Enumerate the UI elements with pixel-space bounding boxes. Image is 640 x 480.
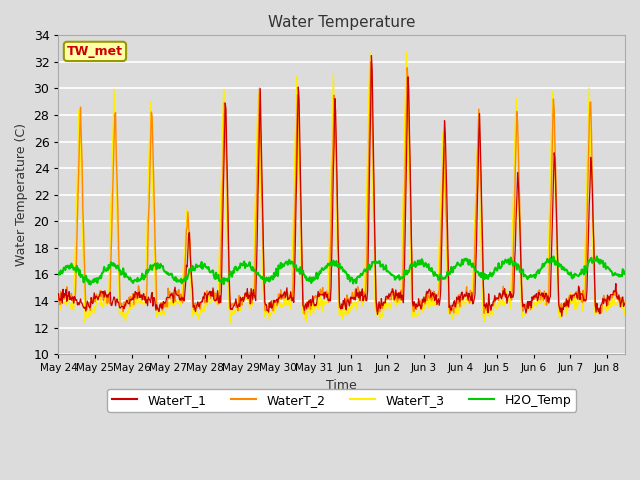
Text: TW_met: TW_met [67, 45, 123, 58]
Y-axis label: Water Temperature (C): Water Temperature (C) [15, 123, 28, 266]
Legend: WaterT_1, WaterT_2, WaterT_3, H2O_Temp: WaterT_1, WaterT_2, WaterT_3, H2O_Temp [108, 389, 576, 412]
Title: Water Temperature: Water Temperature [268, 15, 415, 30]
X-axis label: Time: Time [326, 379, 357, 392]
